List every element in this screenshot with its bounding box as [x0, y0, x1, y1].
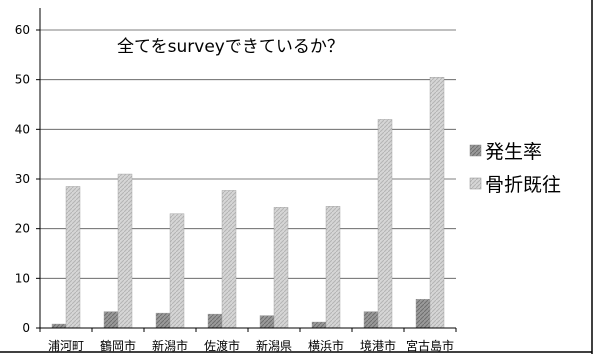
x-category-label: 横浜市	[308, 338, 344, 353]
bar-hassei-6	[363, 311, 379, 329]
y-tick-label: 20	[15, 222, 30, 236]
bar-hassei-0	[51, 323, 67, 329]
bar-kossetsu-2	[169, 213, 185, 329]
x-category-label: 新潟市	[152, 338, 188, 353]
bar-kossetsu-7	[429, 76, 445, 329]
bars-group	[51, 76, 445, 329]
x-category-labels: 浦河町 鶴岡市 新潟市 佐渡市 新潟県 横浜市 境港市 宮古島市	[48, 338, 454, 353]
legend-label: 骨折既往	[485, 174, 561, 196]
bar-kossetsu-4	[273, 207, 289, 329]
y-tick-label: 10	[15, 271, 30, 285]
x-category-label: 境港市	[360, 338, 396, 353]
x-category-label: 浦河町	[48, 339, 84, 353]
y-tick-label: 0	[22, 321, 30, 335]
bar-hassei-3	[207, 313, 223, 329]
bar-kossetsu-0	[65, 186, 81, 329]
gridlines	[40, 29, 456, 279]
x-category-label: 宮古島市	[406, 338, 454, 353]
y-tick-label: 50	[15, 73, 30, 87]
y-tick-label: 40	[15, 122, 30, 136]
bar-hassei-2	[155, 312, 171, 329]
x-category-label: 新潟県	[256, 338, 292, 353]
bar-kossetsu-5	[325, 206, 341, 329]
chart-title: 全てをsurveyできているか？	[117, 37, 344, 57]
bar-hassei-7	[415, 298, 431, 329]
axes	[36, 8, 457, 332]
bar-hassei-5	[311, 321, 327, 329]
bar-kossetsu-1	[117, 173, 133, 329]
bar-kossetsu-6	[377, 119, 393, 329]
legend-swatch	[469, 144, 482, 157]
legend-swatch	[469, 177, 482, 190]
y-tick-label: 60	[15, 23, 30, 37]
x-category-label: 鶴岡市	[100, 338, 136, 353]
bar-hassei-1	[103, 311, 119, 329]
legend-label: 発生率	[485, 141, 542, 163]
y-tick-labels: 0 10 20 30 40 50 60	[15, 23, 30, 335]
bar-kossetsu-3	[221, 190, 237, 329]
x-category-label: 佐渡市	[204, 338, 240, 353]
y-tick-label: 30	[15, 172, 30, 186]
bar-hassei-4	[259, 315, 275, 329]
